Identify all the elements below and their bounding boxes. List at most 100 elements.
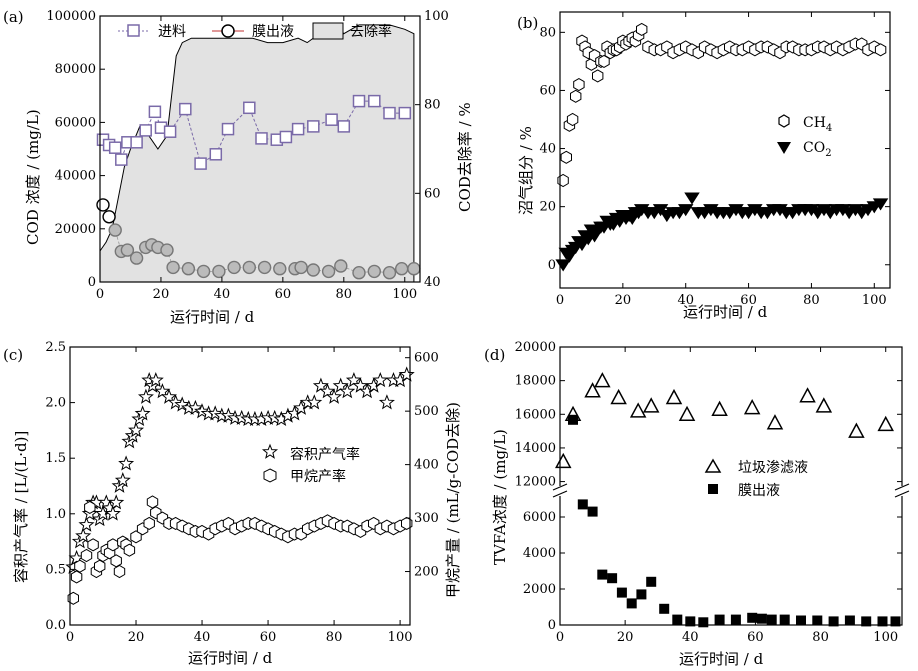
methane-yield-point (123, 543, 136, 557)
panel-d-xtick-label: 0 (556, 630, 564, 645)
panel-c-xlabel: 运行时间 / d (188, 649, 273, 667)
gas-rate-point (207, 405, 224, 421)
panel-d-frame (559, 346, 903, 626)
permeate-tvfa-point (844, 615, 855, 626)
permeate-point (352, 266, 366, 280)
permeate-tvfa-point (730, 614, 741, 625)
permeate-point (196, 264, 211, 279)
panel-a-ytick-label: 100000 (46, 9, 96, 24)
permeate-point (395, 262, 409, 276)
panel-c-right-ytick-label: 300 (414, 511, 439, 526)
methane-yield-point (146, 495, 159, 509)
gas-rate-point (118, 455, 135, 471)
feed-point (179, 102, 192, 116)
panel-b-ytick-label: 0 (548, 258, 556, 273)
panel-c-tag: (c) (3, 346, 23, 364)
feed-point (243, 101, 256, 115)
permeate-tvfa-point (779, 614, 790, 625)
permeate-tvfa-point (796, 615, 806, 626)
panel-d-upper-ytick-label: 20000 (515, 340, 556, 355)
permeate-tvfa-point (607, 573, 618, 584)
methane-yield-point (80, 548, 93, 563)
feed-point (255, 132, 268, 145)
panel-c-xtick-label: 40 (194, 630, 211, 645)
panel-b-tag: (b) (517, 14, 538, 32)
leachate-point (629, 402, 647, 418)
permeate-tvfa-point (747, 612, 758, 623)
panel-c-ytick-label: 1.5 (45, 451, 66, 466)
legend-gas-rate-label: 容积产气率 (290, 446, 360, 463)
gas-rate-point (128, 421, 145, 438)
panel-c-xtick-label: 20 (128, 630, 145, 645)
gas-rate-point (167, 394, 184, 410)
co2-point (684, 192, 700, 205)
panel-b-xtick-label: 60 (740, 293, 757, 308)
permeate-tvfa-point (861, 616, 872, 627)
panel-a: (a) 0 20 40 60 80 100 0 20000 40000 60000 80000 100… (3, 8, 474, 326)
panel-d-xtick-label: 40 (682, 630, 699, 645)
permeate-point (96, 198, 110, 212)
permeate-point (120, 243, 135, 257)
panel-c-ylabel: 容积产气率 / [L/(L·d)] (12, 431, 30, 583)
panel-b-ytick-label: 20 (539, 200, 556, 215)
feed-point (163, 125, 177, 138)
panel-b-xtick-label: 40 (677, 293, 694, 308)
gas-rate-point (78, 516, 95, 532)
permeate-tvfa-point (756, 613, 767, 624)
methane-yield-point (113, 564, 126, 579)
legend-removal-swatch (312, 22, 344, 40)
permeate-point (367, 264, 381, 279)
panel-c-marks (65, 366, 415, 605)
methane-yield-point (401, 516, 413, 530)
permeate-point (160, 243, 174, 257)
legend-co2-triangle-icon (777, 142, 791, 154)
feed-point (279, 130, 293, 144)
permeate-tvfa-point (616, 587, 627, 598)
panel-d-lower-ytick-label: 2000 (523, 582, 556, 597)
panel-d-xtick-label: 100 (873, 630, 898, 645)
panel-d-lower-ytick-label: 4000 (523, 546, 556, 561)
axis-break-gap-left (553, 486, 569, 496)
leachate-point (815, 397, 833, 413)
legend-gas-rate-star-icon (261, 443, 279, 459)
panel-b-ytick-label: 80 (539, 25, 556, 40)
panel-a-right-ytick-label: 60 (424, 186, 441, 201)
legend-ch4-hexagon-icon (778, 114, 790, 128)
panel-d-ticks: 0 20 40 60 80 100 0 2000 4000 6000 12000 14000 16000… (515, 340, 902, 645)
gas-rate-point (174, 396, 191, 412)
panel-a-xtick-label: 100 (392, 287, 417, 302)
panel-c-frame (69, 346, 411, 626)
panel-a-right-ytick-label: 40 (424, 275, 441, 290)
legend-permeate-square-icon (708, 484, 718, 494)
permeate-point (407, 262, 421, 276)
feed-point (291, 122, 305, 136)
panel-a-xtick-label: 20 (153, 287, 170, 302)
panel-a-xtick-label: 0 (96, 287, 104, 302)
permeate-tvfa-point (587, 506, 598, 517)
leachate-point (584, 382, 601, 398)
gas-rate-point (114, 471, 131, 488)
leachate-point (610, 388, 627, 405)
gas-rate-point (194, 403, 211, 419)
permeate-point (321, 264, 336, 279)
feed-point (368, 94, 381, 108)
co2-point (872, 198, 889, 211)
panel-c-right-ytick-label: 200 (414, 565, 439, 580)
panel-c-xtick-label: 100 (388, 630, 413, 645)
panel-d-upper-ytick-label: 18000 (515, 374, 556, 389)
panel-a-ticks: 0 20 40 60 80 100 0 20000 40000 60000 80000 100000 4… (46, 9, 448, 302)
panel-b-ylabel: 沼气组分 / % (517, 126, 535, 215)
panel-a-right-ytick-label: 100 (424, 9, 449, 24)
permeate-tvfa-point (714, 614, 725, 625)
panel-c-ticks: 0 20 40 60 80 100 0.0 0.5 1.0 1.5 2.0 2.5 200 300 400 5… (45, 340, 439, 645)
panel-d: (d) 0 20 40 60 80 100 0 2000 4000 6000 12000 14000 1… (484, 340, 910, 668)
permeate-tvfa-point (646, 576, 657, 587)
panel-c-legend: 容积产气率 甲烷产率 (261, 443, 360, 485)
permeate-tvfa-point (766, 614, 777, 625)
panel-c-ytick-label: 0.0 (45, 618, 66, 633)
panel-b-xtick-label: 0 (556, 293, 564, 308)
panel-b-ytick-label: 60 (539, 83, 556, 98)
methane-yield-point (84, 500, 96, 514)
panel-b: (b) 0 20 40 60 80 100 0 20 40 60 80 运行时间 / d 沼气组分 … (517, 11, 891, 321)
